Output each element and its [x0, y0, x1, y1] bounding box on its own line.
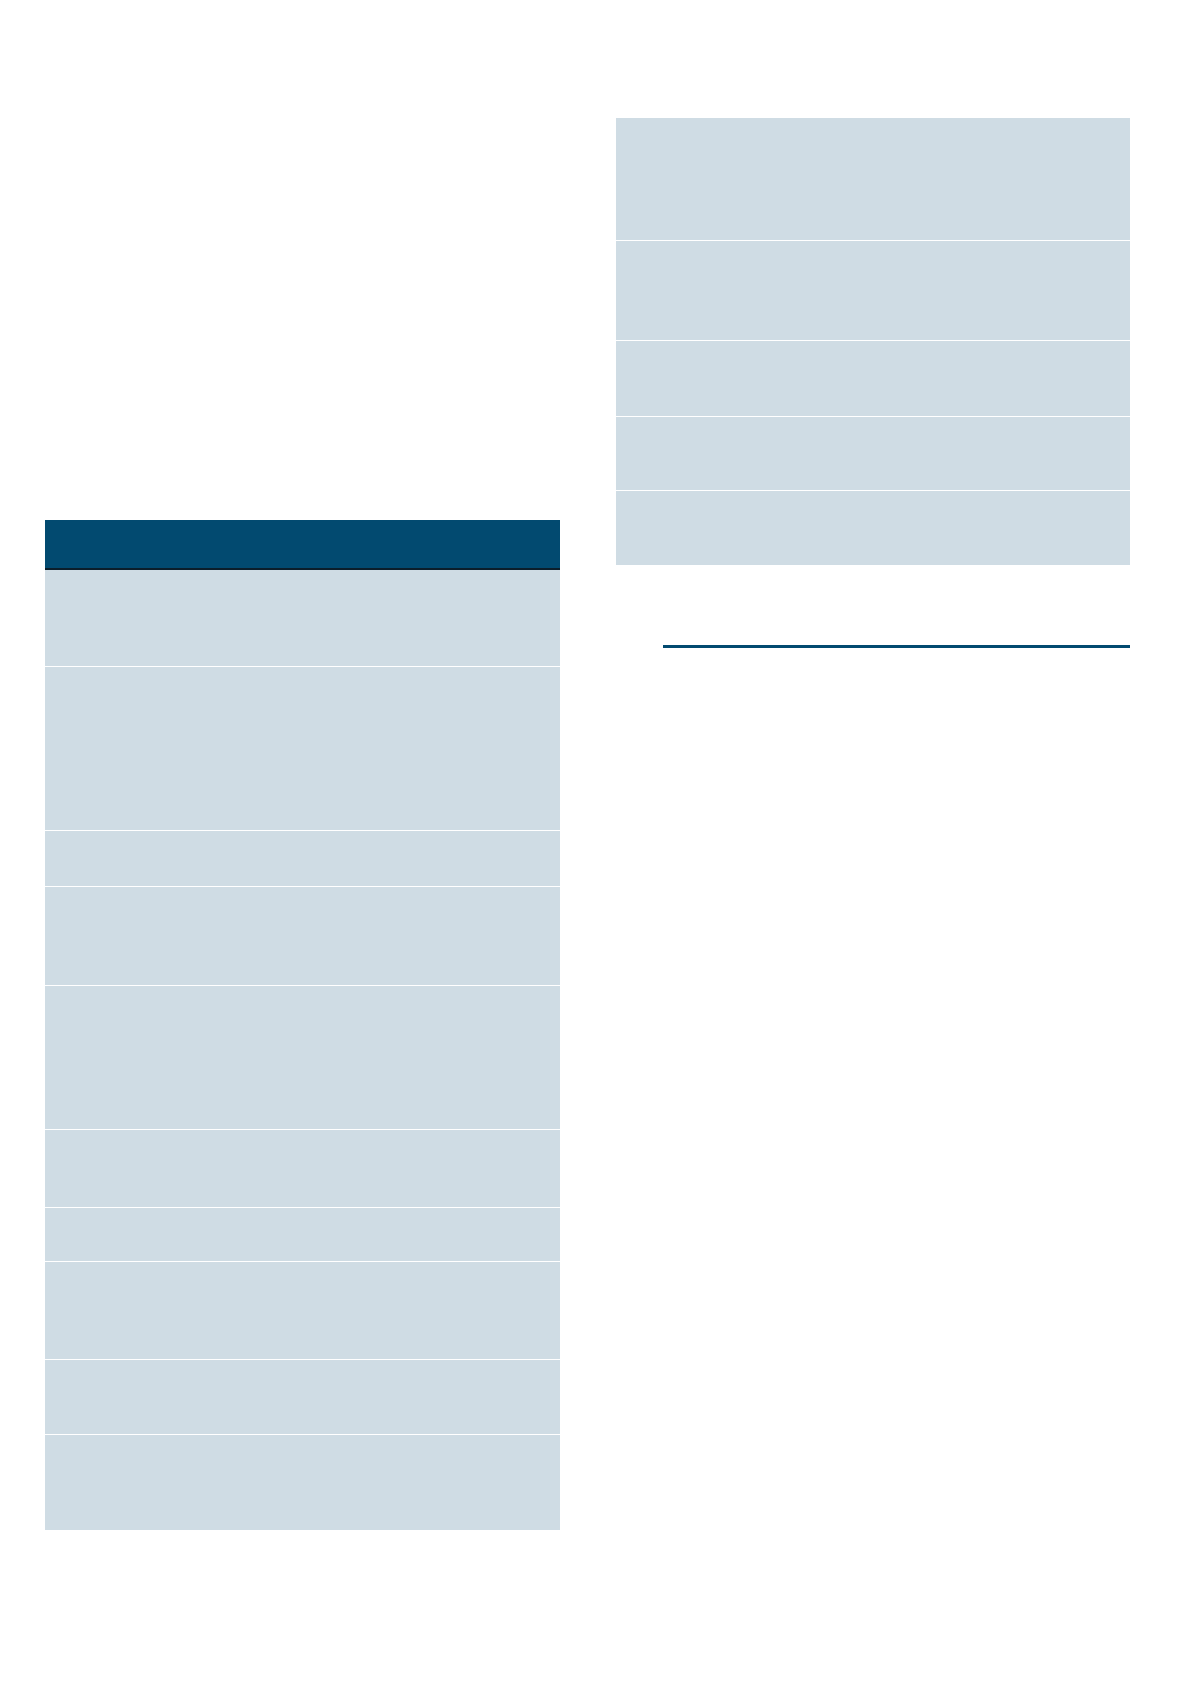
- table-row: [45, 570, 560, 666]
- table-row: [45, 1359, 560, 1434]
- table-row: [45, 1434, 560, 1530]
- right-table: [616, 118, 1130, 565]
- left-table: [45, 520, 560, 1530]
- table-row: [45, 886, 560, 985]
- table-row: [45, 1129, 560, 1207]
- table-row: [616, 118, 1130, 240]
- table-row: [616, 240, 1130, 340]
- section-rule: [663, 645, 1130, 648]
- left-table-header: [45, 520, 560, 570]
- table-row: [616, 340, 1130, 416]
- table-row: [45, 1207, 560, 1261]
- table-row: [45, 985, 560, 1129]
- table-row: [45, 666, 560, 830]
- table-row: [616, 416, 1130, 490]
- table-row: [45, 830, 560, 886]
- table-row: [616, 490, 1130, 565]
- table-row: [45, 1261, 560, 1359]
